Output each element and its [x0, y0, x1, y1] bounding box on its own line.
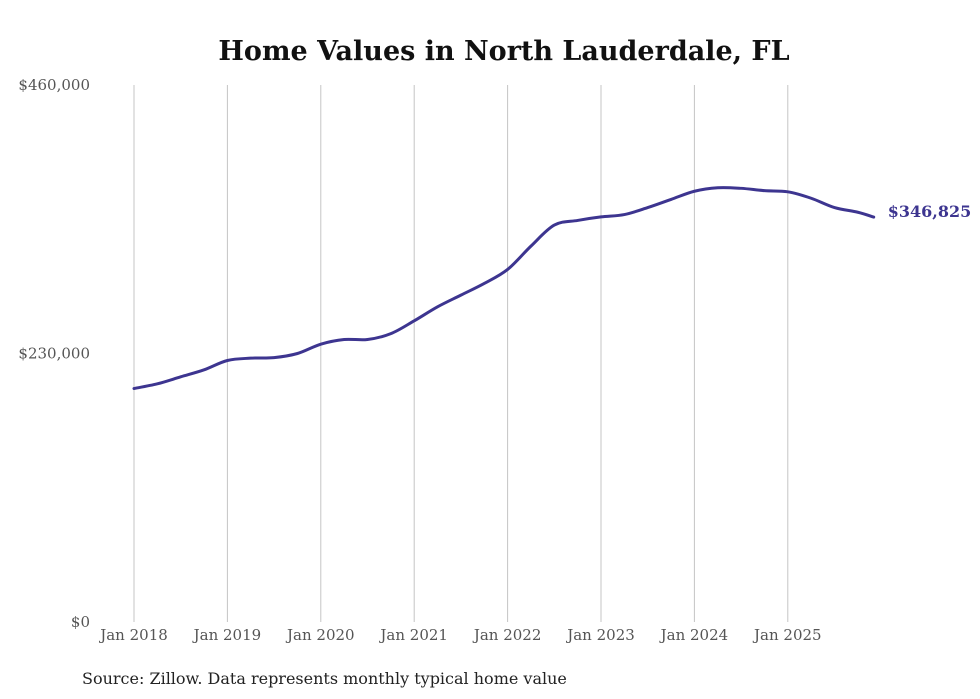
- series-line: [132, 186, 876, 391]
- source-note: Source: Zillow. Data represents monthly …: [82, 669, 567, 688]
- gridlines: [133, 85, 789, 622]
- x-tick-label: Jan 2020: [285, 626, 355, 644]
- end-value-label: $346,825: [888, 202, 972, 221]
- chart-title: Home Values in North Lauderdale, FL: [218, 36, 789, 67]
- x-axis-ticks: Jan 2018 Jan 2019 Jan 2020 Jan 2021 Jan 2022…: [98, 626, 821, 644]
- x-tick-label: Jan 2018: [98, 626, 168, 644]
- x-tick-label: Jan 2025: [752, 626, 822, 644]
- x-tick-label: Jan 2023: [565, 626, 635, 644]
- x-tick-label: Jan 2024: [659, 626, 729, 644]
- y-tick-label: $460,000: [18, 76, 90, 94]
- y-axis-ticks: $0 $230,000 $460,000: [18, 76, 90, 631]
- y-tick-label: $0: [71, 613, 90, 631]
- x-tick-label: Jan 2022: [472, 626, 542, 644]
- y-tick-label: $230,000: [18, 345, 90, 363]
- x-tick-label: Jan 2021: [378, 626, 448, 644]
- x-tick-label: Jan 2019: [192, 626, 262, 644]
